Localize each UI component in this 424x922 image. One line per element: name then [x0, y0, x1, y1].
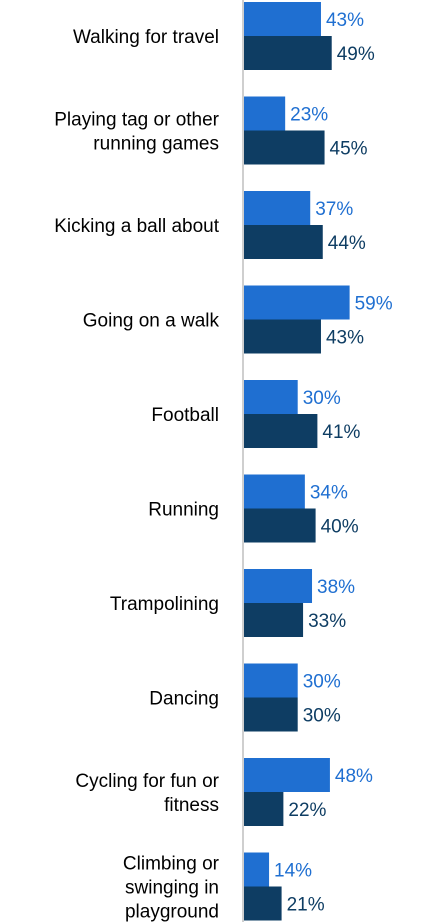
bar-series-1 — [244, 380, 298, 414]
bar-series-2 — [244, 508, 316, 543]
category-label-line: Dancing — [149, 689, 219, 710]
bar-series-2 — [244, 697, 298, 732]
bar-series-1 — [244, 191, 311, 225]
category-label-line: playground — [125, 902, 219, 922]
bar-series-2 — [244, 886, 282, 921]
data-label-series-2: 22% — [288, 800, 326, 821]
bar-series-1 — [244, 474, 305, 509]
bar-series-1 — [244, 285, 350, 320]
category-label-line: Walking for travel — [73, 27, 219, 48]
category-label-line: swinging in — [125, 878, 219, 899]
category-label: Trampolining — [110, 594, 219, 615]
data-label-series-1: 23% — [290, 105, 328, 126]
category-label-line: fitness — [164, 795, 219, 816]
bar-series-1 — [244, 96, 286, 131]
data-label-series-2: 44% — [328, 233, 366, 254]
data-label-series-2: 45% — [330, 139, 368, 160]
bar-series-1 — [244, 663, 298, 698]
data-label-series-2: 43% — [326, 328, 364, 349]
bar-series-2 — [244, 319, 321, 354]
data-label-series-1: 37% — [315, 199, 353, 220]
category-label: Football — [151, 405, 219, 426]
bar-series-1 — [244, 758, 330, 792]
data-label-series-1: 38% — [317, 577, 355, 598]
category-label-line: Climbing or — [123, 854, 220, 875]
category-label-line: Running — [148, 500, 219, 521]
data-label-series-2: 33% — [308, 611, 346, 632]
data-label-series-1: 59% — [355, 294, 393, 315]
data-label-series-1: 30% — [303, 672, 341, 693]
data-label-series-1: 34% — [310, 483, 348, 504]
data-label-series-1: 43% — [326, 10, 364, 31]
bar-series-1 — [244, 2, 321, 36]
data-label-series-2: 41% — [322, 422, 360, 443]
bar-series-1 — [244, 569, 313, 603]
data-label-series-2: 21% — [287, 895, 325, 916]
data-label-series-2: 40% — [321, 517, 359, 538]
category-label-line: running games — [93, 134, 219, 155]
category-label-line: Going on a walk — [83, 311, 220, 332]
bar-series-2 — [244, 414, 318, 448]
category-label: Dancing — [149, 689, 219, 710]
bar-series-2 — [244, 225, 323, 259]
data-label-series-1: 14% — [274, 861, 312, 882]
data-label-series-2: 30% — [303, 706, 341, 727]
data-label-series-1: 48% — [335, 766, 373, 787]
category-label: Playing tag or other running games — [54, 110, 219, 155]
category-label: Running — [148, 500, 219, 521]
category-label-line: Cycling for fun or — [75, 771, 219, 792]
category-label-line: Playing tag or other — [54, 110, 219, 131]
bar-series-2 — [244, 792, 284, 826]
category-label: Cycling for fun or fitness — [75, 771, 219, 816]
category-label: Going on a walk — [83, 311, 220, 332]
bar-series-2 — [244, 130, 325, 165]
bar-series-2 — [244, 603, 304, 637]
category-label-line: Kicking a ball about — [54, 216, 219, 237]
bar-series-2 — [244, 36, 332, 70]
category-label-line: Trampolining — [110, 594, 219, 615]
bar-series-1 — [244, 852, 270, 887]
category-label: Walking for travel — [73, 27, 219, 48]
category-label: Kicking a ball about — [54, 216, 219, 237]
category-label: Climbing or swinging in playground — [123, 854, 220, 922]
data-label-series-2: 49% — [337, 44, 375, 65]
data-label-series-1: 30% — [303, 388, 341, 409]
category-label-line: Football — [151, 405, 219, 426]
